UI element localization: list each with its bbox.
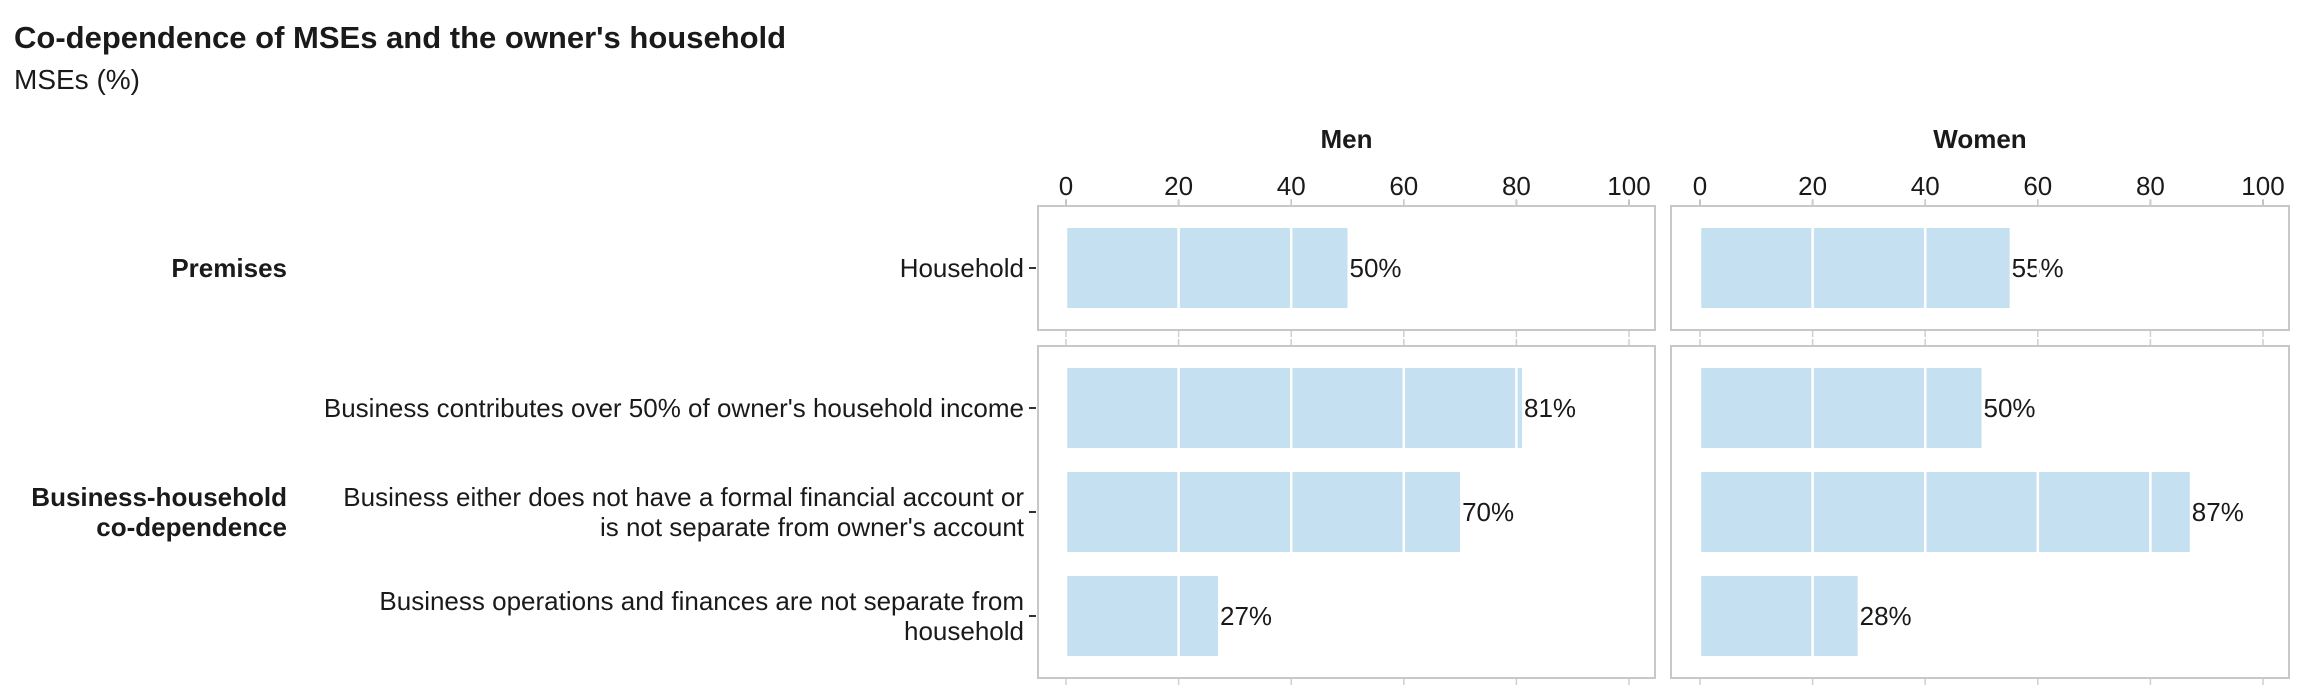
category-label: household [904, 616, 1024, 646]
x-tick-label: 100 [2241, 171, 2284, 201]
chart-title: Co-dependence of MSEs and the owner's ho… [14, 20, 787, 55]
bar-women [1700, 368, 1982, 448]
group-label: co-dependence [96, 512, 287, 542]
x-tick-label: 40 [1277, 171, 1306, 201]
x-tick-label: 40 [1911, 171, 1940, 201]
panel-border [1037, 345, 1656, 679]
category-label: Household [900, 253, 1024, 283]
facet-label-women: Women [1933, 124, 2026, 154]
data-label: 70% [1462, 497, 1514, 527]
x-tick-label: 20 [1798, 171, 1827, 201]
data-label: 87% [2192, 497, 2244, 527]
bar-men [1066, 576, 1219, 656]
data-label: 27% [1220, 601, 1272, 631]
x-tick-label: 80 [2136, 171, 2165, 201]
data-label: 50% [1984, 393, 2036, 423]
category-label: Business contributes over 50% of owner's… [324, 393, 1024, 423]
panel-border [1037, 205, 1656, 331]
chart-subtitle: MSEs (%) [14, 64, 140, 95]
bar-women [1700, 472, 2190, 552]
bar-men [1066, 228, 1348, 308]
x-tick-label: 20 [1164, 171, 1193, 201]
bar-men [1066, 368, 1523, 448]
x-tick-label: 60 [1389, 171, 1418, 201]
data-label: 28% [1860, 601, 1912, 631]
x-tick-label: 0 [1693, 171, 1707, 201]
bar-women [1700, 576, 1858, 656]
facet-label-men: Men [1321, 124, 1373, 154]
category-label: is not separate from owner's account [600, 512, 1025, 542]
panel-border [1670, 205, 2290, 331]
group-label: Premises [171, 253, 287, 283]
group-label: Business-household [31, 482, 287, 512]
bar-women [1700, 228, 2010, 308]
data-label: 50% [1350, 253, 1402, 283]
bar-men [1066, 472, 1461, 552]
x-tick-label: 80 [1502, 171, 1531, 201]
category-label: Business either does not have a formal f… [343, 482, 1024, 512]
data-label: 81% [1524, 393, 1576, 423]
panel-border [1670, 345, 2290, 679]
category-label: Business operations and finances are not… [379, 586, 1024, 616]
x-tick-label: 100 [1607, 171, 1650, 201]
x-tick-label: 0 [1059, 171, 1073, 201]
x-tick-label: 60 [2023, 171, 2052, 201]
